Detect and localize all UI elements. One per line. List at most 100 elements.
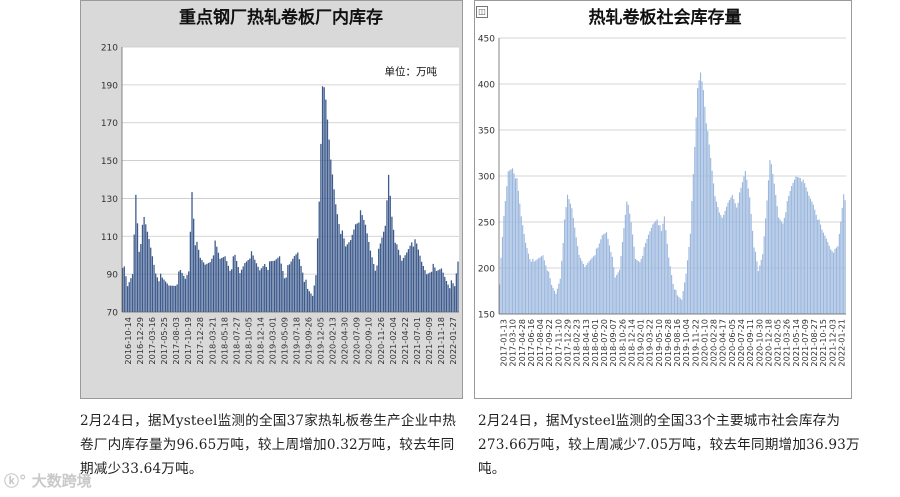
y-tick-label: 200 — [478, 265, 495, 275]
data-bar — [126, 286, 129, 312]
data-bar — [533, 261, 535, 314]
data-bar — [323, 87, 325, 312]
data-bar — [237, 267, 239, 312]
social-inventory-chart: 热轧卷板社会库存量 150 200 250 300 350 400 450 2017-01-13… — [478, 7, 847, 367]
data-bar — [148, 239, 150, 312]
data-bar — [812, 204, 814, 314]
data-bar — [254, 259, 256, 312]
data-bar — [425, 274, 428, 312]
data-bar — [449, 288, 451, 312]
data-bar — [613, 267, 615, 314]
data-bar — [371, 257, 373, 312]
data-bar — [828, 245, 830, 314]
data-bar — [501, 236, 504, 314]
data-bar — [199, 257, 201, 312]
data-bar — [685, 273, 687, 314]
x-tick-label: 2020-07-09 — [352, 317, 362, 365]
data-bar — [158, 281, 160, 312]
data-bar — [811, 201, 813, 314]
data-bar — [556, 288, 558, 314]
x-tick-label: 2019-10-04 — [681, 319, 691, 367]
data-bar — [378, 248, 380, 312]
data-bar — [278, 256, 281, 312]
data-bar — [658, 225, 660, 314]
data-bar — [412, 246, 415, 312]
watermark-text: 大数跨境 — [31, 472, 92, 490]
x-tick-label: 2017-12-28 — [195, 317, 205, 365]
data-bar — [757, 271, 759, 314]
data-bar — [424, 270, 426, 312]
data-bar — [282, 270, 284, 312]
data-bar — [201, 260, 203, 312]
data-bar — [620, 255, 622, 314]
data-bar — [414, 239, 416, 312]
y-tick-label: 130 — [101, 195, 118, 205]
data-bar — [454, 286, 456, 312]
data-bar — [553, 290, 556, 314]
data-bar — [629, 213, 631, 314]
data-bar — [581, 261, 583, 314]
data-bar — [822, 232, 824, 314]
data-bar — [760, 259, 762, 314]
data-bar — [572, 217, 574, 314]
data-bar — [786, 201, 788, 314]
data-bar — [229, 270, 231, 312]
data-bar — [145, 224, 147, 312]
data-bar — [741, 182, 744, 314]
data-bar — [575, 237, 577, 314]
data-bar — [270, 261, 272, 312]
data-bar — [280, 263, 282, 312]
data-bar — [763, 236, 765, 314]
x-tick-label: 2017-06-16 — [526, 319, 536, 367]
data-bar — [789, 191, 791, 314]
data-bar — [171, 285, 173, 312]
x-tick-label: 2019-03-01 — [267, 317, 277, 365]
data-bar — [305, 279, 307, 312]
data-bar — [161, 277, 163, 312]
watermark-logo: ⓚ° 大数跨境 — [4, 470, 92, 491]
data-bar — [526, 248, 528, 314]
data-bar — [669, 266, 671, 314]
data-bar — [345, 246, 347, 312]
y-tick-label: 210 — [101, 44, 118, 54]
data-bar — [660, 231, 663, 314]
data-bar — [577, 246, 579, 314]
data-bar — [728, 200, 731, 314]
data-bar — [512, 168, 514, 314]
x-tick-label: 2020-09-10 — [364, 317, 374, 365]
data-bar — [379, 243, 381, 312]
data-bar — [704, 106, 706, 314]
data-bar — [174, 285, 177, 312]
data-bar — [387, 174, 390, 312]
data-bar — [262, 266, 264, 312]
data-bar — [643, 247, 645, 314]
data-bar — [163, 279, 165, 312]
data-bar — [445, 281, 448, 312]
data-bar — [825, 238, 827, 314]
x-tick-label: 2021-02-05 — [773, 319, 783, 367]
data-bar — [739, 192, 741, 314]
data-bar — [780, 221, 783, 314]
data-bar — [138, 251, 140, 312]
data-bar — [193, 218, 195, 312]
y-tick-label: 170 — [101, 119, 118, 129]
data-bar — [798, 177, 800, 314]
data-bar — [402, 257, 405, 312]
data-bar — [429, 272, 431, 312]
data-bar — [179, 269, 182, 312]
data-bar — [639, 262, 641, 314]
y-tick-label: 190 — [101, 81, 118, 91]
data-bar — [730, 197, 732, 314]
data-bar — [406, 252, 408, 312]
data-bar — [150, 247, 152, 312]
data-bar — [231, 269, 233, 312]
x-tick-label: 2021-11-18 — [436, 317, 446, 365]
data-bar — [401, 260, 403, 312]
data-bar — [678, 296, 680, 314]
x-tick-label: 2017-10-19 — [183, 317, 193, 365]
data-bar — [209, 262, 211, 312]
data-bar — [762, 254, 764, 314]
y-tick-label: 150 — [101, 157, 118, 167]
data-bar — [548, 271, 550, 314]
data-bar — [837, 246, 839, 314]
